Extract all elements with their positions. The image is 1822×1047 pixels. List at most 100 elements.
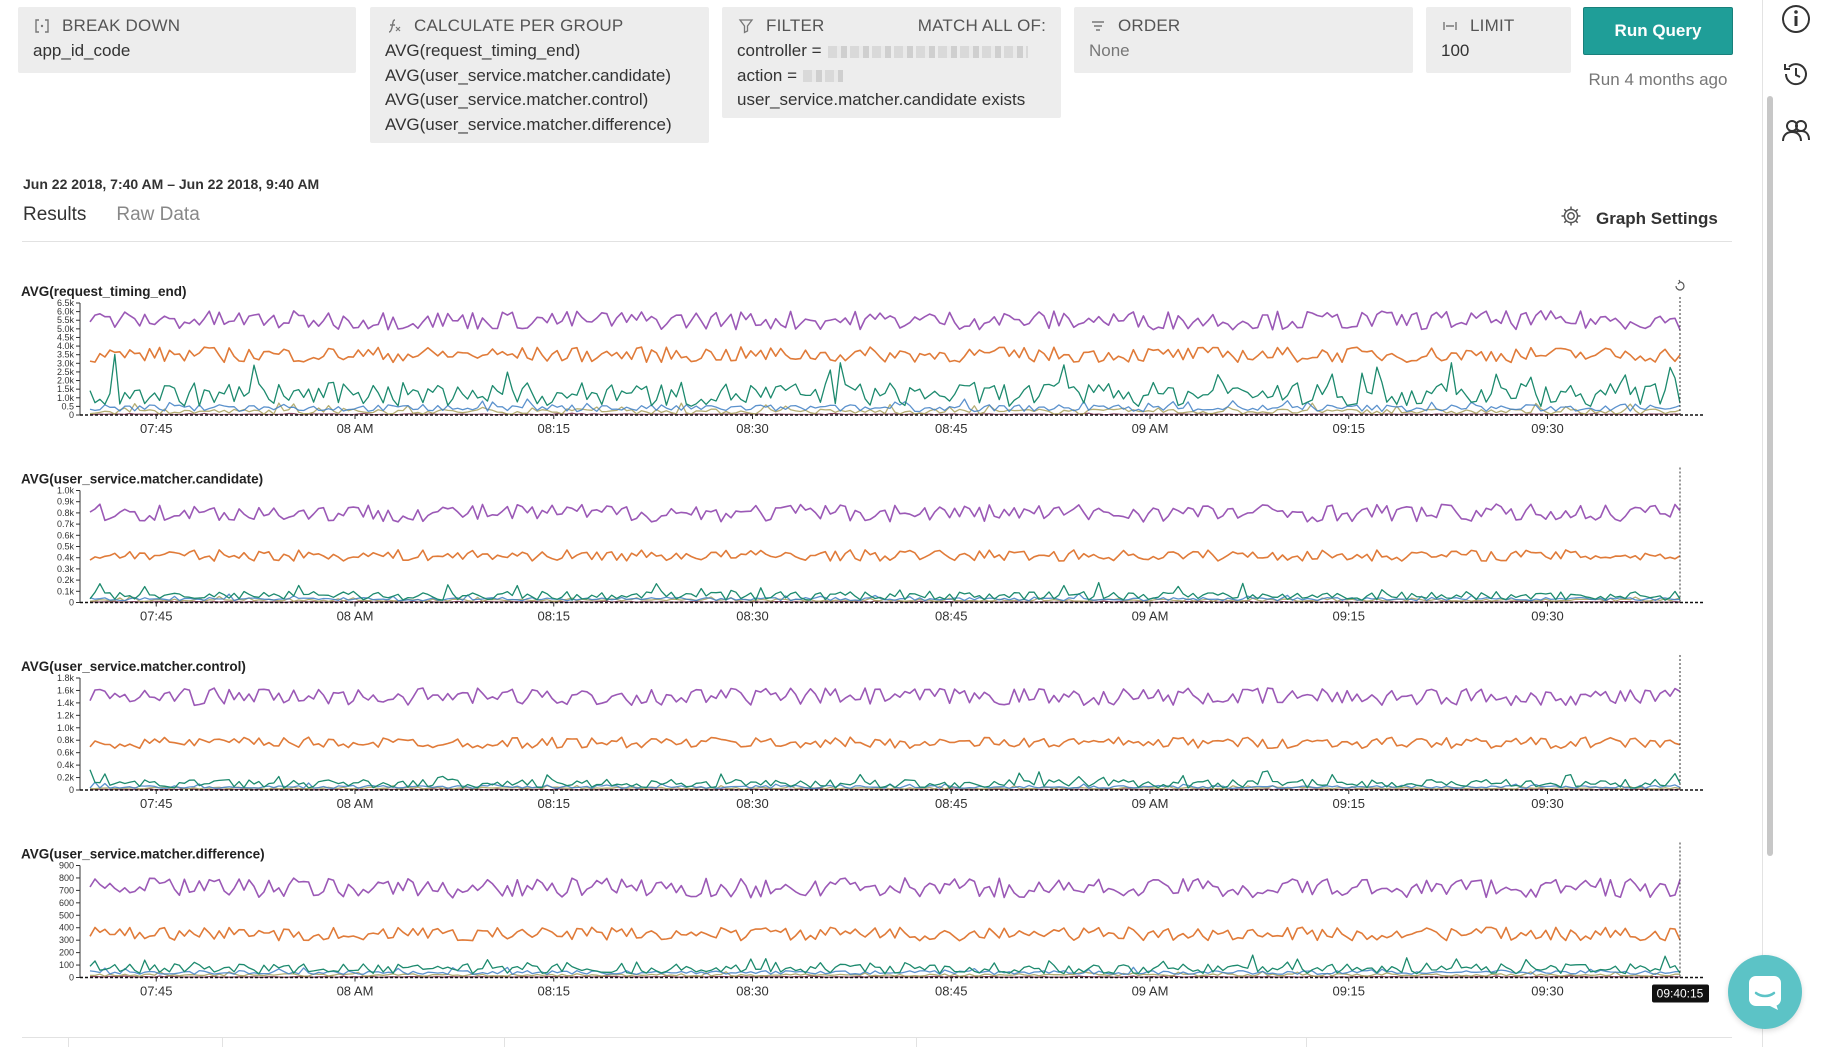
x-tick-label: 07:45 [140, 796, 173, 811]
table-column-divider [916, 1037, 917, 1047]
y-tick-label: 0.8k [57, 735, 75, 745]
series-line [89, 769, 1681, 789]
team-icon[interactable] [1781, 116, 1811, 146]
table-column-divider [68, 1037, 69, 1047]
y-tick-label: 0.7k [57, 519, 75, 529]
limit-icon [1441, 17, 1459, 35]
y-tick-label: 5.5k [57, 315, 75, 325]
y-tick-label: 0.2k [57, 773, 75, 783]
series-line [89, 877, 1681, 899]
filter-clause[interactable]: controller = [737, 39, 1046, 64]
x-tick-label: 08:30 [736, 421, 769, 436]
y-tick-label: 6.5k [57, 298, 75, 308]
series-line [89, 402, 1681, 415]
run-query-button[interactable]: Run Query [1583, 7, 1733, 55]
filter-title: FILTER [766, 16, 825, 35]
x-tick-label: 08:30 [736, 984, 769, 999]
y-tick-label: 600 [59, 898, 74, 908]
x-tick-label: 09 AM [1132, 609, 1169, 624]
filter-clause[interactable]: action = [737, 64, 1046, 89]
order-box[interactable]: ORDER None [1074, 7, 1413, 73]
series-line [89, 781, 1681, 790]
sort-icon [1089, 17, 1107, 35]
tab-results[interactable]: Results [23, 204, 87, 225]
x-tick-label: 09:15 [1332, 796, 1365, 811]
x-tick-label: 08:15 [537, 609, 570, 624]
y-tick-label: 0.9k [57, 497, 75, 507]
chart-title: AVG(user_service.matcher.candidate) [21, 472, 263, 487]
breakdown-value[interactable]: app_id_code [33, 41, 131, 60]
x-tick-label: 09:15 [1332, 609, 1365, 624]
breakdown-box[interactable]: BREAK DOWN app_id_code [18, 7, 356, 73]
graph-settings-button[interactable]: Graph Settings [1560, 205, 1718, 232]
series-line [89, 581, 1681, 601]
results-tabs: Results Raw Data [23, 204, 200, 226]
x-tick-label: 09 AM [1132, 796, 1169, 811]
y-tick-label: 0 [69, 785, 74, 795]
calculate-item[interactable]: AVG(user_service.matcher.candidate) [385, 65, 671, 85]
redacted-value [827, 45, 1028, 58]
y-tick-label: 300 [59, 935, 74, 945]
x-tick-label: 09 AM [1132, 421, 1169, 436]
series-line [89, 736, 1681, 749]
limit-value[interactable]: 100 [1441, 41, 1470, 60]
table-top-border [22, 1037, 1732, 1038]
bracket-icon [33, 17, 51, 35]
x-tick-label: 08:45 [935, 421, 968, 436]
limit-box[interactable]: LIMIT 100 [1426, 7, 1571, 73]
charts-area[interactable]: AVG(request_timing_end)00.51.0k1.5k2.0k2… [0, 279, 1722, 1022]
calculate-item[interactable]: AVG(user_service.matcher.control) [385, 90, 649, 109]
x-tick-label: 07:45 [140, 984, 173, 999]
x-tick-label: 07:45 [140, 609, 173, 624]
series-line [89, 503, 1681, 523]
tab-raw-data[interactable]: Raw Data [116, 204, 200, 225]
calculate-item[interactable]: AVG(user_service.matcher.difference) [385, 114, 672, 134]
filter-match-mode[interactable]: MATCH ALL OF: [917, 16, 1046, 35]
x-tick-label: 09:30 [1531, 421, 1564, 436]
y-tick-label: 0.5 [61, 401, 74, 411]
table-column-divider [504, 1037, 505, 1047]
function-icon [385, 17, 403, 35]
x-tick-label: 08:45 [935, 984, 968, 999]
y-tick-label: 1.2k [57, 710, 75, 720]
filter-box[interactable]: FILTER MATCH ALL OF: controller = action… [722, 7, 1061, 118]
y-tick-label: 5.0k [57, 324, 75, 334]
filter-clause[interactable]: user_service.matcher.candidate exists [737, 88, 1046, 113]
graph-settings-label: Graph Settings [1596, 208, 1718, 228]
scrollbar[interactable] [1764, 90, 1776, 860]
x-tick-label: 08:45 [935, 796, 968, 811]
x-tick-label: 08 AM [337, 609, 374, 624]
order-header: ORDER [1089, 16, 1398, 36]
x-tick-label: 08:30 [736, 796, 769, 811]
x-tick-label: 09:30 [1531, 984, 1564, 999]
series-line [89, 687, 1681, 707]
scrollbar-thumb[interactable] [1767, 96, 1773, 856]
chart-title: AVG(user_service.matcher.control) [21, 659, 246, 674]
limit-header: LIMIT [1441, 16, 1556, 36]
gear-icon [1560, 205, 1582, 232]
y-tick-label: 500 [59, 910, 74, 920]
filter-clause-text: controller = [737, 41, 822, 60]
y-tick-label: 400 [59, 923, 74, 933]
run-status: Run 4 months ago [1588, 70, 1728, 89]
order-value[interactable]: None [1089, 41, 1130, 60]
calculate-box[interactable]: CALCULATE PER GROUP AVG(request_timing_e… [370, 7, 709, 143]
info-icon[interactable] [1781, 4, 1811, 34]
filter-icon [737, 17, 755, 35]
breakdown-title: BREAK DOWN [62, 16, 181, 35]
chart-title: AVG(user_service.matcher.difference) [21, 847, 265, 862]
hover-time-badge [1652, 984, 1709, 1003]
chat-button[interactable] [1728, 955, 1802, 1029]
x-tick-label: 08:15 [537, 796, 570, 811]
y-tick-label: 4.0k [57, 341, 75, 351]
calculate-item[interactable]: AVG(request_timing_end) [385, 41, 581, 60]
x-tick-label: 09:15 [1332, 421, 1365, 436]
x-tick-label: 08:15 [537, 984, 570, 999]
y-tick-label: 1.0k [57, 393, 75, 403]
y-tick-label: 1.4k [57, 698, 75, 708]
series-line [89, 549, 1681, 562]
series-line [89, 353, 1681, 408]
y-tick-label: 2.0k [57, 376, 75, 386]
history-icon[interactable] [1781, 59, 1811, 89]
y-tick-label: 0.2k [57, 575, 75, 585]
